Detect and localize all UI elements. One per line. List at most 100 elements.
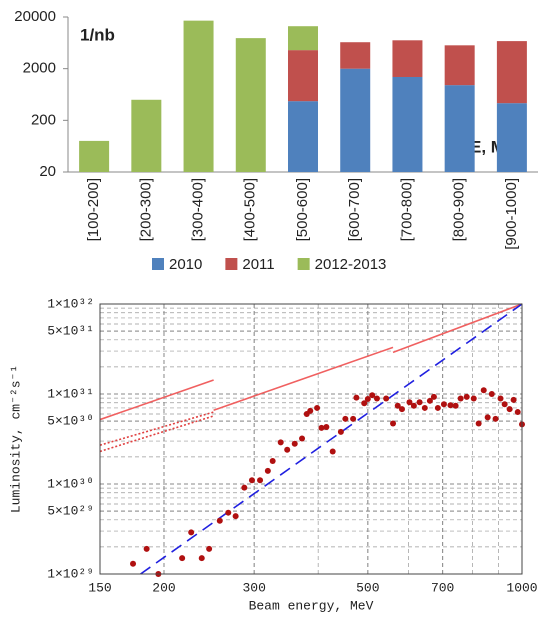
x-tick-label: 700 [431,580,454,595]
point [463,393,470,400]
bar-segment [444,85,475,172]
bar-segment [392,76,423,172]
line [392,303,523,354]
bar-chart: 1/nb E, MeV 20200200020000[100-200][200-… [14,8,538,273]
legend-swatch [225,258,238,270]
y-tick-label: 5×10³⁰ [47,414,94,429]
point [143,545,150,552]
line [213,346,394,411]
legend-label: 2010 [169,256,202,273]
line [140,303,523,575]
point [350,415,357,422]
point [369,392,376,399]
point [179,555,186,562]
point [470,395,477,402]
point [390,420,397,427]
point [232,513,239,520]
point [361,400,368,407]
y-tick-label: 1×10³¹ [47,386,94,401]
point [475,420,482,427]
point [394,402,401,409]
y-tick-label: 200 [31,111,56,128]
point [307,407,314,414]
bar-segment [131,99,162,172]
unit-annotation: 1/nb [80,25,115,44]
bar-segment [235,38,266,173]
point [406,399,413,406]
y-tick-label: 1×10³² [47,296,94,311]
x-tick-label: [600-700] [346,178,363,241]
point [269,458,276,465]
point [225,509,232,516]
point [398,406,405,413]
point [314,404,321,411]
point [430,393,437,400]
point [188,529,195,536]
line [99,379,214,421]
x-tick-label: [500-600] [294,178,311,241]
line [99,411,214,446]
point [284,446,291,453]
point [291,440,298,447]
point [426,397,433,404]
x-tick-label: 300 [242,580,265,595]
bar-segment [183,20,214,173]
point [364,395,371,402]
point [440,401,447,408]
point [501,401,508,408]
y-tick-label: 5×10³¹ [47,324,94,339]
y-tick-label: 2000 [23,60,56,77]
point [323,423,330,430]
bar-segment [340,68,371,172]
point [241,484,248,491]
bar-segment [288,26,318,51]
x-tick-label: 1000 [506,580,537,595]
point [506,406,513,413]
legend-label: 2011 [242,256,274,273]
legend-swatch [152,258,164,270]
point [206,545,213,552]
point [342,415,349,422]
y-tick-label: 1×10²⁹ [47,566,94,581]
point [329,448,336,455]
point [434,404,441,411]
bar-segment [444,45,475,86]
point [299,435,306,442]
x-tick-label: [100-200] [85,178,102,241]
y-tick-label: 20 [39,163,56,180]
x-axis-title: Beam energy, MeV [249,598,374,613]
point [514,409,521,416]
point [383,395,390,402]
point [130,560,137,567]
bar-segment [496,41,527,104]
point [457,395,464,402]
point [492,415,499,422]
point [480,387,487,394]
plot-frame [99,303,523,575]
point [248,477,255,484]
point [410,402,417,409]
point [216,517,223,524]
x-tick-label: [800-900] [451,178,468,241]
legend-swatch [297,258,310,270]
bar-segment [340,42,371,69]
point [497,395,504,402]
legend-label: 2012-2013 [315,256,387,273]
point [373,395,380,402]
point [510,396,517,403]
point [318,424,325,431]
point [277,439,284,446]
scatter-chart: Beam energy, MeV Luminosity, cm⁻²s⁻¹ 1×1… [8,296,537,613]
bar-segment [392,40,423,77]
bar-segment [288,101,318,172]
point [484,414,491,421]
point [198,555,205,562]
point [337,428,344,435]
point [257,477,264,484]
x-tick-label: [400-500] [242,178,259,241]
y-tick-label: 1×10³⁰ [47,476,94,491]
x-tick-label: [700-800] [398,178,415,241]
bar-segment [288,50,318,102]
